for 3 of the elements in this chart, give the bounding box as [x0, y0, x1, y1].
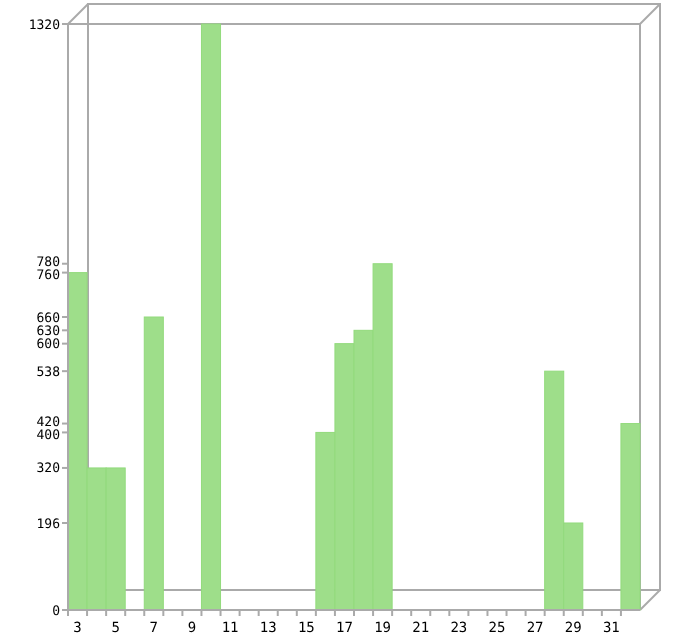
- bar: [200, 23, 222, 611]
- bar: [620, 423, 641, 611]
- bar: [143, 316, 164, 611]
